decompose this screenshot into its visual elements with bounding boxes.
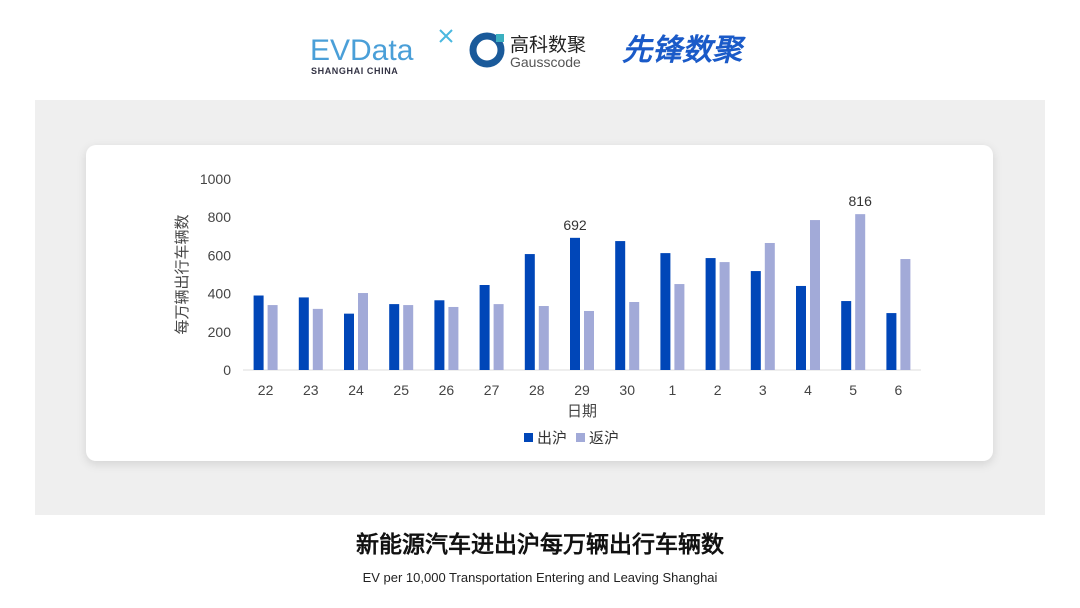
bar-out — [660, 253, 671, 370]
bar-out — [479, 285, 490, 370]
caption-subtitle: EV per 10,000 Transportation Entering an… — [362, 570, 718, 585]
bar-return — [674, 284, 685, 370]
bar-return — [403, 305, 414, 370]
evdata-logo: EVData SHANGHAI CHINA — [310, 29, 453, 76]
legend-swatch — [576, 433, 585, 442]
xianfeng-logo: 先锋数聚 — [622, 34, 746, 67]
x-tick-label: 26 — [439, 382, 455, 398]
bar-return — [312, 308, 323, 370]
x-tick-label: 27 — [484, 382, 500, 398]
bar-return — [764, 242, 775, 370]
bar-out — [841, 301, 852, 370]
x-tick-label: 24 — [348, 382, 364, 398]
svg-text:EVData: EVData — [310, 34, 414, 67]
bar-return — [719, 262, 730, 370]
x-tick-label: 22 — [258, 382, 274, 398]
bar-out — [886, 313, 897, 370]
y-tick-label: 200 — [208, 324, 232, 340]
bar-return — [900, 259, 911, 370]
x-tick-label: 3 — [759, 382, 767, 398]
legend-swatch — [524, 433, 533, 442]
chart-card: 0 200 400 600 800 1000 22 23 24 25 26 27 28 29 30 1 2 3 4 5… — [86, 145, 993, 461]
bar-out — [570, 237, 580, 370]
bar-out — [434, 300, 445, 370]
caption-title: 新能源汽车进出沪每万辆出行车辆数 — [356, 532, 724, 558]
bar-return — [493, 304, 504, 370]
x-tick-label: 29 — [574, 382, 590, 398]
bar-return — [855, 214, 866, 370]
x-tick-label: 23 — [303, 382, 319, 398]
legend-label: 返沪 — [589, 430, 619, 447]
y-tick-label: 800 — [208, 209, 232, 225]
bar-out — [389, 304, 400, 370]
x-axis-title: 日期 — [567, 403, 597, 420]
y-tick-label: 0 — [223, 362, 231, 378]
bar-out — [253, 295, 264, 370]
bar-out — [750, 271, 761, 370]
svg-text:Gausscode: Gausscode — [510, 54, 581, 70]
bar-out — [796, 285, 806, 370]
bar-return — [538, 306, 549, 370]
gausscode-logo: 高科数聚 Gausscode — [469, 32, 586, 70]
data-label: 816 — [849, 193, 873, 209]
data-label: 692 — [563, 217, 587, 233]
x-tick-label: 2 — [714, 382, 722, 398]
logo-bar: EVData SHANGHAI CHINA 高科数聚 Gausscode 先锋数… — [0, 24, 1080, 78]
y-axis-title: 每万辆出行车辆数 — [174, 214, 191, 334]
bar-return — [448, 306, 459, 370]
bar-out — [524, 254, 535, 370]
x-tick-label: 6 — [895, 382, 903, 398]
x-tick-label: 30 — [619, 382, 635, 398]
y-tick-label: 400 — [208, 286, 232, 302]
bar-out — [298, 297, 309, 370]
bar-return — [358, 293, 368, 370]
logos: EVData SHANGHAI CHINA 高科数聚 Gausscode 先锋数… — [310, 29, 746, 76]
bar-out — [615, 241, 626, 370]
x-tick-label: 28 — [529, 382, 545, 398]
bar-return — [810, 220, 820, 370]
bar-return — [267, 305, 278, 370]
y-tick-label: 600 — [208, 247, 232, 263]
legend-label: 出沪 — [537, 430, 567, 447]
svg-text:高科数聚: 高科数聚 — [510, 34, 586, 56]
x-tick-label: 1 — [669, 382, 677, 398]
bar-return — [629, 302, 640, 370]
x-tick-label: 5 — [849, 382, 857, 398]
bar-out — [344, 313, 354, 370]
evdata-subtitle: SHANGHAI CHINA — [311, 66, 398, 76]
bar-return — [584, 310, 594, 370]
x-tick-label: 25 — [393, 382, 409, 398]
y-tick-label: 1000 — [200, 171, 231, 187]
bar-out — [705, 258, 716, 370]
x-tick-label: 4 — [804, 382, 812, 398]
